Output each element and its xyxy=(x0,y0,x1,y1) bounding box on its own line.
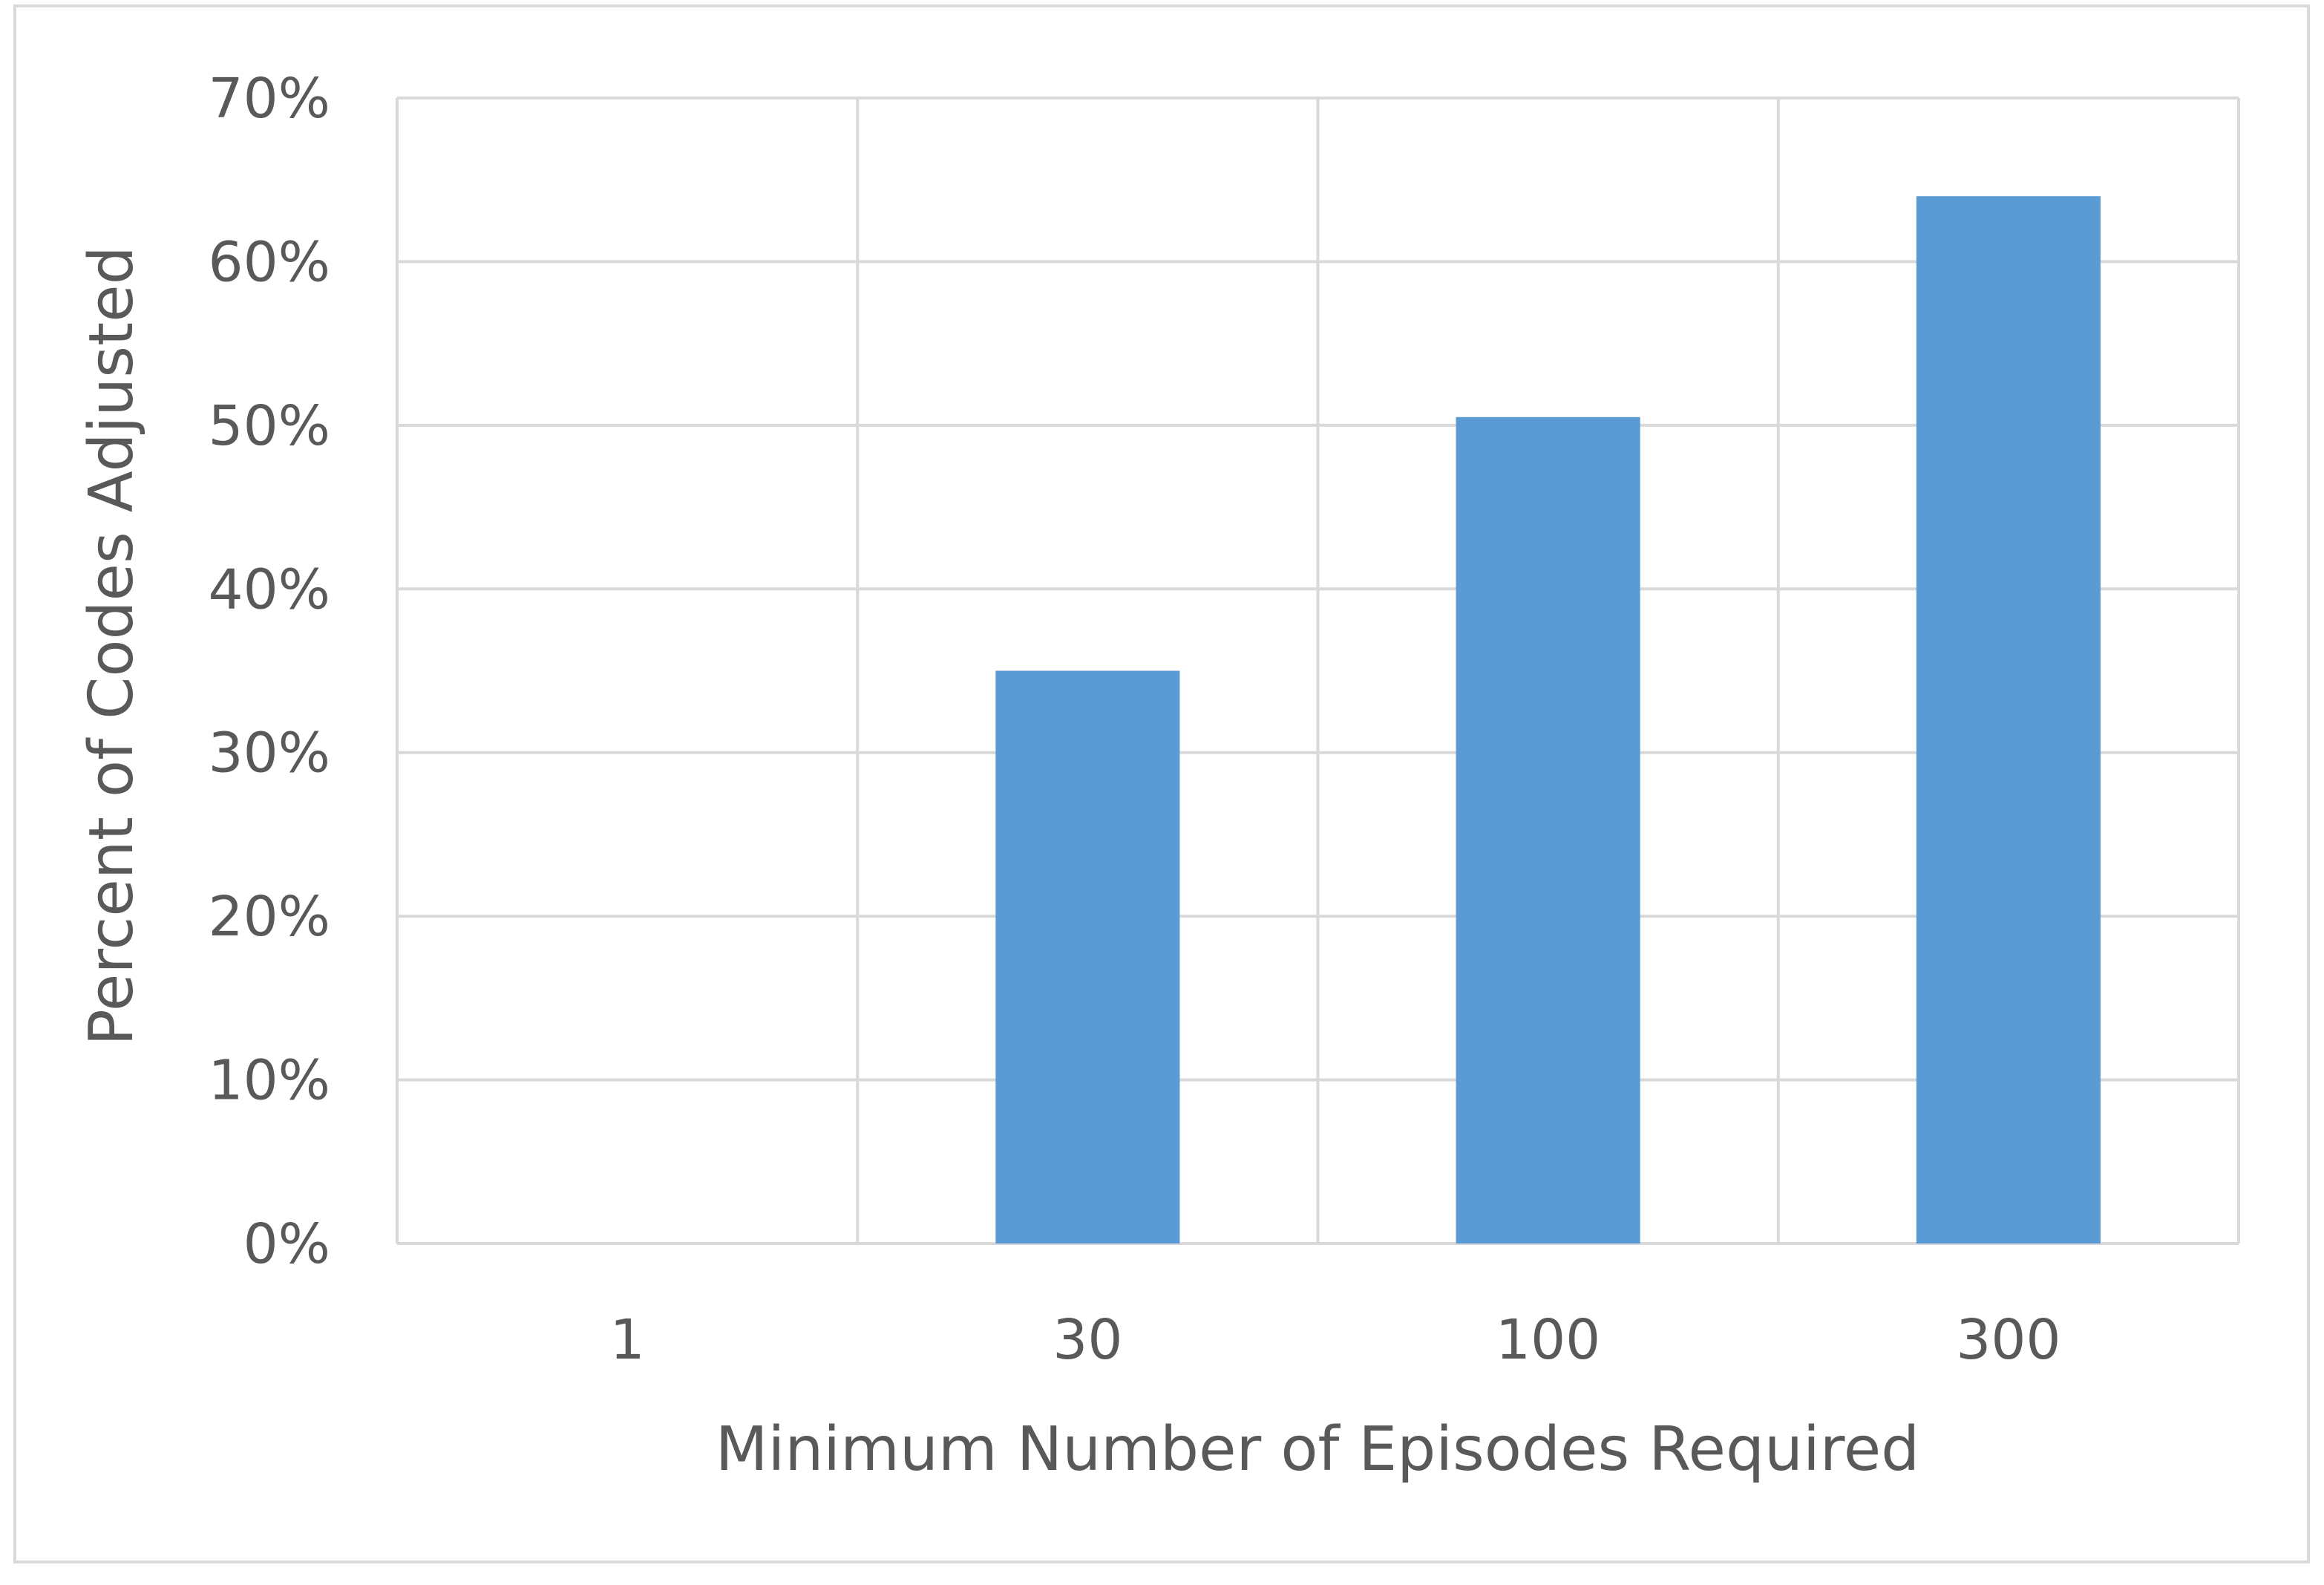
bar-30 xyxy=(995,670,1180,1244)
y-axis-title: Percent of Codes Adjusted xyxy=(76,246,147,1045)
y-tick-label: 50% xyxy=(209,394,330,458)
bar-100 xyxy=(1456,416,1640,1244)
y-tick-label: 40% xyxy=(209,558,330,621)
x-axis-title: Minimum Number of Episodes Required xyxy=(716,1414,1919,1485)
y-tick-label: 30% xyxy=(209,722,330,785)
x-tick-label: 30 xyxy=(1053,1308,1122,1372)
x-axis-ticks: 1 30 100 300 xyxy=(610,1308,2061,1372)
y-tick-label: 20% xyxy=(209,885,330,949)
x-tick-label: 1 xyxy=(610,1308,645,1372)
y-tick-label: 70% xyxy=(209,67,330,131)
y-tick-label: 0% xyxy=(243,1212,330,1276)
y-tick-label: 60% xyxy=(209,230,330,294)
x-tick-label: 100 xyxy=(1496,1308,1600,1372)
bars xyxy=(995,196,2101,1244)
bar-300 xyxy=(1916,196,2101,1244)
y-tick-label: 10% xyxy=(209,1049,330,1113)
x-tick-label: 300 xyxy=(1956,1308,2060,1372)
y-axis-ticks: 0% 10% 20% 30% 40% 50% 60% 70% xyxy=(209,67,330,1276)
